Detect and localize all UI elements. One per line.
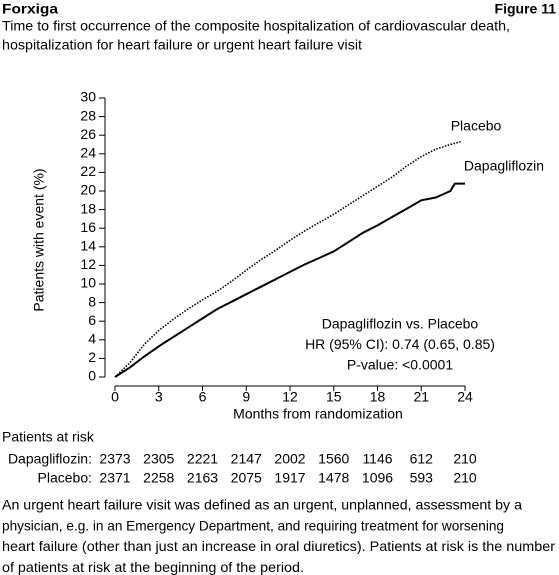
annotation: HR (95% CI): 0.74 (0.65, 0.85) xyxy=(305,336,495,352)
risk-value: 1146 xyxy=(362,451,392,467)
x-tick-label: 0 xyxy=(111,389,119,405)
y-axis-label: Patients with event (%) xyxy=(31,168,47,311)
x-tick-label: 6 xyxy=(199,389,207,405)
risk-value: 2305 xyxy=(143,451,174,467)
risk-row-label: Placebo: xyxy=(38,470,92,486)
risk-value: 2371 xyxy=(99,470,130,486)
x-tick-label: 3 xyxy=(155,389,163,405)
risk-value: 1096 xyxy=(362,470,393,486)
y-tick-label: 28 xyxy=(80,107,96,123)
x-tick-label: 21 xyxy=(413,389,429,405)
subtitle: Time to first occurrence of the composit… xyxy=(2,18,510,34)
y-tick-label: 12 xyxy=(80,256,96,272)
risk-value: 210 xyxy=(453,451,477,467)
x-tick-label: 15 xyxy=(326,389,342,405)
legend-label: Placebo xyxy=(451,118,502,134)
x-axis-label: Months from randomization xyxy=(233,406,403,422)
y-tick-label: 14 xyxy=(80,238,96,254)
y-tick-label: 2 xyxy=(88,349,96,365)
risk-value: 2221 xyxy=(187,451,218,467)
y-tick-label: 10 xyxy=(80,275,96,291)
risk-value: 2373 xyxy=(99,451,130,467)
risk-value: 2163 xyxy=(187,470,218,486)
footnote: An urgent heart failure visit was define… xyxy=(2,497,522,513)
y-tick-label: 8 xyxy=(88,293,96,309)
legend-label: Dapagliflozin xyxy=(464,158,544,174)
y-tick-label: 4 xyxy=(88,331,96,347)
figure-label: Figure 11 xyxy=(495,1,557,17)
y-tick-label: 30 xyxy=(80,89,96,105)
risk-value: 1560 xyxy=(318,451,349,467)
subtitle: hospitalization for heart failure or urg… xyxy=(2,37,362,53)
annotation: P-value: <0.0001 xyxy=(347,357,453,373)
risk-value: 2002 xyxy=(274,451,305,467)
y-tick-label: 26 xyxy=(80,126,96,142)
annotation: Dapagliflozin vs. Placebo xyxy=(322,316,479,332)
y-tick-label: 16 xyxy=(80,219,96,235)
risk-value: 593 xyxy=(410,470,434,486)
footnote: physician, e.g. in an Emergency Departme… xyxy=(2,517,504,533)
risk-value: 612 xyxy=(410,451,434,467)
risk-value: 2258 xyxy=(143,470,174,486)
x-tick-label: 24 xyxy=(457,389,473,405)
risk-title: Patients at risk xyxy=(2,429,95,445)
footnote: of patients at risk at the beginning of … xyxy=(2,559,304,575)
x-tick-label: 18 xyxy=(370,389,386,405)
series-line xyxy=(114,182,465,378)
risk-value: 2147 xyxy=(231,451,262,467)
x-tick-label: 9 xyxy=(242,389,250,405)
y-tick-label: 0 xyxy=(88,368,96,384)
risk-value: 2075 xyxy=(231,470,262,486)
risk-value: 1478 xyxy=(318,470,349,486)
risk-row-label: Dapagliflozin: xyxy=(8,451,92,467)
risk-value: 210 xyxy=(453,470,477,486)
y-tick-label: 18 xyxy=(80,200,96,216)
y-tick-label: 24 xyxy=(80,145,96,161)
y-tick-label: 6 xyxy=(88,312,96,328)
footnote: heart failure (other than just an increa… xyxy=(2,538,555,554)
risk-value: 1917 xyxy=(274,470,305,486)
y-tick-label: 20 xyxy=(80,182,96,198)
series-line xyxy=(114,140,461,378)
y-tick-label: 22 xyxy=(80,163,96,179)
brand: Forxiga xyxy=(2,1,58,17)
x-tick-label: 12 xyxy=(282,389,298,405)
